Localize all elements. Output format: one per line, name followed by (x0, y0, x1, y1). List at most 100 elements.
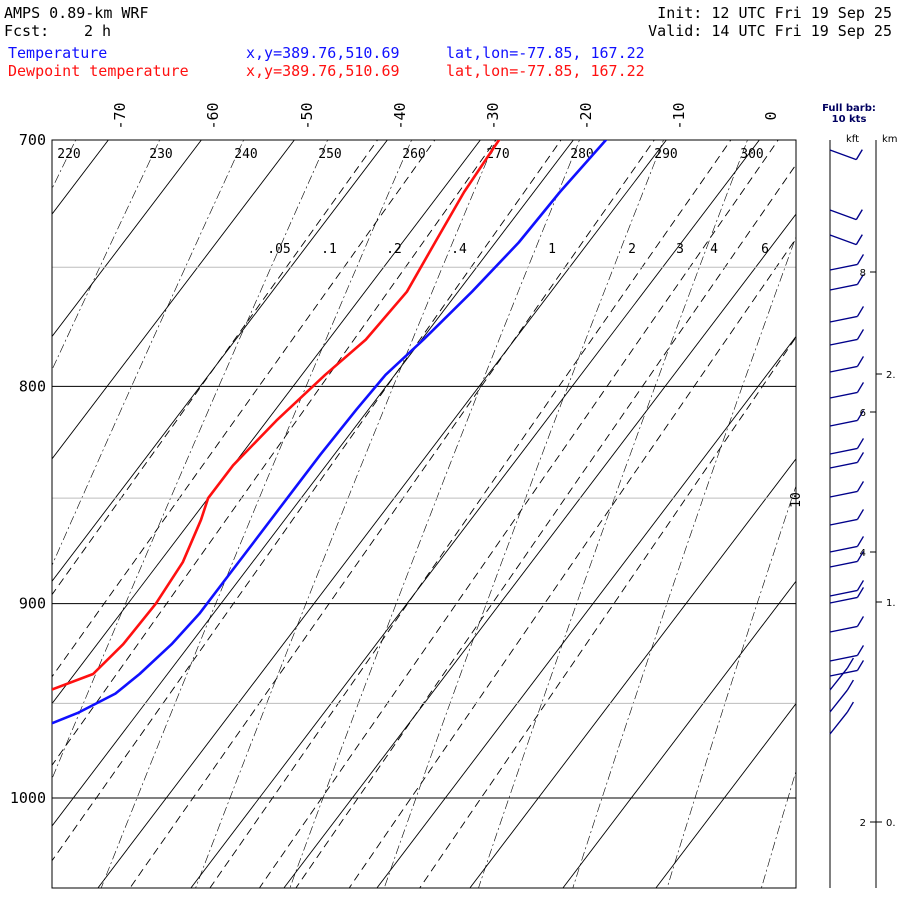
isotherm--50 (52, 140, 388, 582)
mixing-ratio-line-1 (129, 140, 655, 888)
mixing-ratio-label: 3 (676, 242, 684, 257)
legend-dewpoint-latlon: lat,lon=-77.85, 167.22 (446, 62, 645, 80)
valid-time: Valid: 14 UTC Fri 19 Sep 25 (648, 22, 892, 40)
mixing-ratio-lines (52, 140, 796, 888)
pressure-label: 700 (19, 131, 46, 149)
legend-temperature-label: Temperature (8, 44, 108, 62)
temperature-label: -40 (391, 102, 409, 129)
mixing-ratio-line-0.2 (52, 140, 497, 767)
theta-label: 250 (318, 147, 341, 162)
dry-adiabat-220 (52, 140, 160, 371)
barb-flag (846, 701, 855, 713)
mixing-ratio-line-0.4 (52, 140, 562, 862)
wind-barb (829, 701, 855, 735)
legend-temperature-xy: x,y=389.76,510.69 (246, 44, 400, 62)
legend-temperature-latlon: lat,lon=-77.85, 167.22 (446, 44, 645, 62)
wind-barb (829, 209, 863, 221)
mixing-ratio-line-0.1 (52, 140, 436, 678)
barb-shaft (829, 689, 848, 713)
wind-barb (829, 536, 865, 553)
barb-shaft (829, 596, 858, 604)
wind-barbs (829, 140, 865, 888)
isotherm-40 (655, 702, 796, 888)
barb-shaft (829, 667, 848, 691)
isotherm--70 (52, 140, 202, 338)
barb-shaft (829, 545, 858, 553)
isotherm-20 (469, 458, 796, 888)
temperature-line (52, 140, 608, 725)
barb-flag (856, 254, 865, 265)
barb-flag (856, 452, 865, 463)
theta-label: 220 (57, 147, 80, 162)
kft-label: 4 (860, 548, 866, 559)
barb-shaft (829, 461, 858, 469)
barb-shaft (829, 711, 848, 735)
pressure-axis-labels: 700 800 900 1000 (10, 131, 46, 807)
profile-series (52, 140, 608, 725)
barb-flag (856, 536, 865, 547)
kft-label: 8 (860, 268, 866, 279)
km-label: km (882, 134, 898, 145)
mixing-ratio-line-10 (419, 336, 796, 888)
mixing-ratio-label: 1 (548, 242, 556, 257)
isotherm--30 (52, 140, 574, 827)
dry-adiabat-250 (100, 140, 412, 888)
temperature-label: -70 (111, 102, 129, 129)
wind-barb (829, 382, 865, 399)
barb-flag (855, 209, 863, 220)
mixing-ratio-labels: .05 .1 .2 .4 1 2 3 4 6 10 (267, 242, 804, 508)
barb-flag (855, 234, 863, 245)
barb-flag (856, 410, 865, 421)
isotherm-lines (52, 140, 796, 888)
height-axis: 8 6 4 2 2. 1. 0. (860, 140, 896, 888)
km-label: 2. (886, 370, 896, 381)
barb-flag (856, 481, 865, 492)
barb-flag (856, 551, 865, 562)
barb-flag (846, 657, 855, 669)
barb-shaft (829, 560, 858, 568)
wind-barb (829, 657, 855, 691)
barb-shaft (829, 209, 857, 221)
barb-shaft (829, 490, 858, 498)
kft-label: 6 (860, 408, 866, 419)
wind-barb (829, 329, 865, 346)
barb-shaft (829, 283, 858, 291)
wind-barb (829, 616, 865, 633)
mixing-ratio-line-4 (295, 163, 796, 888)
temperature-label: 0 (762, 111, 780, 120)
isotherm--20 (97, 140, 667, 888)
dry-adiabat-310 (666, 484, 796, 888)
dry-adiabat-210 (52, 140, 77, 190)
mixing-ratio-label: .05 (267, 242, 290, 257)
barb-shaft (829, 419, 858, 427)
dry-adiabat-320 (761, 770, 796, 888)
dry-adiabat-230 (52, 140, 244, 567)
wind-barb (829, 254, 865, 271)
wind-barb (829, 410, 865, 427)
major-pressure-lines (52, 385, 796, 799)
barb-flag (856, 356, 865, 367)
barb-shaft (829, 365, 858, 373)
forecast-value: 2 h (84, 22, 112, 40)
wind-barb (829, 679, 855, 713)
wind-barb (829, 438, 865, 455)
barb-flag (856, 587, 865, 598)
mixing-ratio-label: 6 (761, 242, 769, 257)
temperature-label: -10 (670, 102, 688, 129)
plot-frame (51, 139, 797, 889)
isotherm-10 (376, 335, 796, 888)
km-label: 0. (886, 818, 896, 829)
barb-key: Full barb: 10 kts (814, 103, 884, 125)
mixing-ratio-line-0.05 (52, 140, 379, 596)
dry-adiabat-240 (52, 140, 328, 780)
isotherm-0 (283, 213, 796, 888)
dewpoint-line (52, 140, 501, 691)
barb-flag (856, 645, 865, 656)
theta-label: 280 (570, 147, 593, 162)
dry-adiabat-270 (289, 140, 580, 888)
plot-border (51, 139, 797, 889)
barb-key-line1: Full barb: (822, 103, 876, 114)
barb-flag (856, 580, 865, 591)
barb-shaft (829, 391, 858, 399)
